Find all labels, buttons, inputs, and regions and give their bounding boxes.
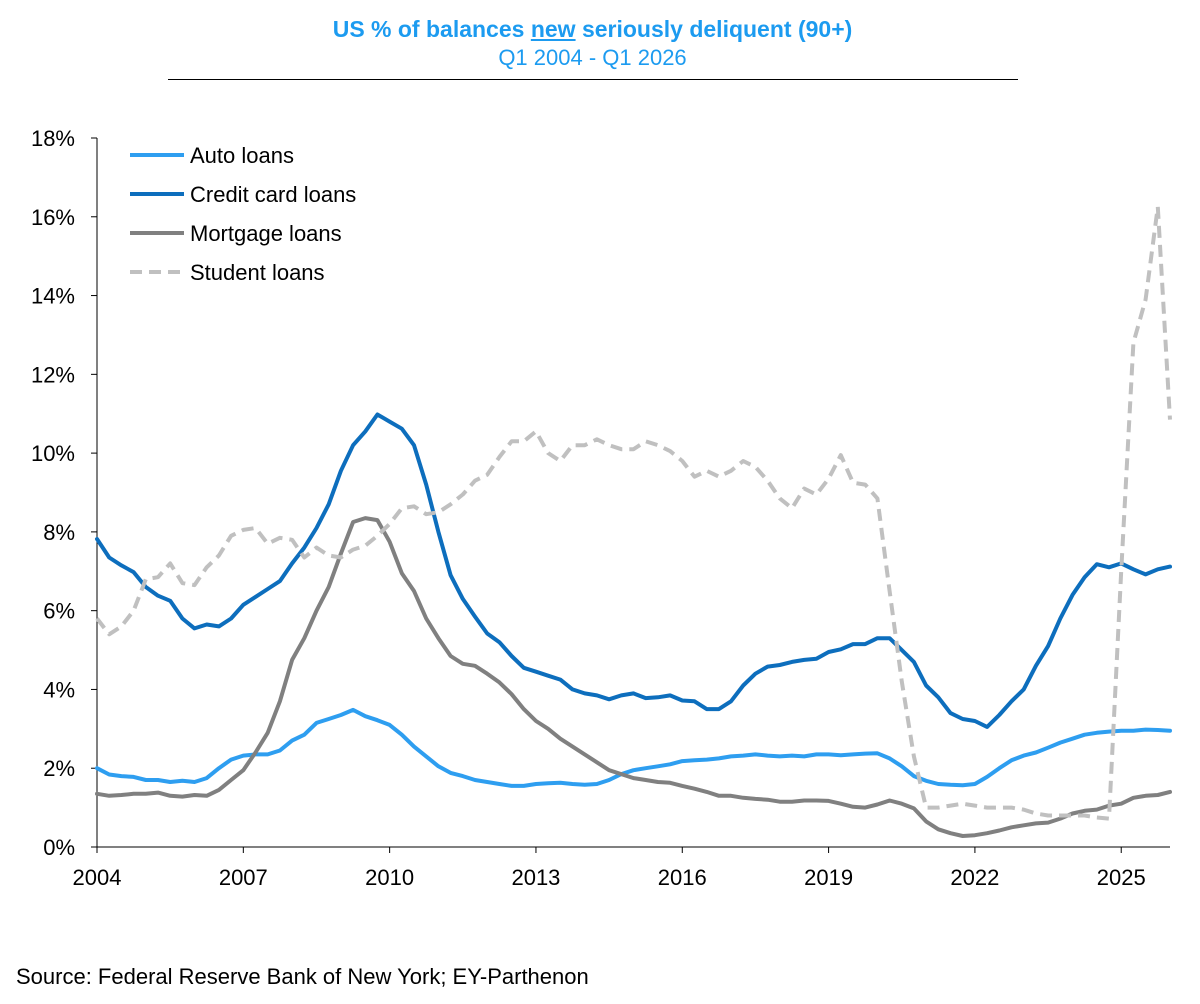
y-tick-label: 16% xyxy=(31,205,75,230)
y-tick-label: 8% xyxy=(43,520,75,545)
y-tick-label: 10% xyxy=(31,441,75,466)
x-tick-label: 2019 xyxy=(804,865,853,890)
title-suffix: seriously deliquent (90+) xyxy=(575,16,853,42)
y-tick-label: 0% xyxy=(43,835,75,860)
x-tick-label: 2016 xyxy=(658,865,707,890)
y-tick-label: 14% xyxy=(31,284,75,309)
chart-title: US % of balances new seriously deliquent… xyxy=(0,14,1185,44)
series-line-credit-card-loans xyxy=(95,412,1172,729)
x-tick-label: 2010 xyxy=(365,865,414,890)
x-tick-label: 2013 xyxy=(511,865,560,890)
x-tick-label: 2007 xyxy=(219,865,268,890)
source-note: Source: Federal Reserve Bank of New York… xyxy=(16,964,589,989)
legend-label-mortgage-loans: Mortgage loans xyxy=(190,221,342,246)
y-tick-label: 4% xyxy=(43,677,75,702)
x-tick-label: 2025 xyxy=(1097,865,1146,890)
title-emphasis: new xyxy=(530,16,576,42)
y-tick-label: 2% xyxy=(43,756,75,781)
x-tick-label: 2004 xyxy=(73,865,122,890)
y-tick-label: 6% xyxy=(43,599,75,624)
title-prefix: US % of balances xyxy=(332,16,531,42)
chart-subtitle: Q1 2004 - Q1 2026 xyxy=(498,45,687,70)
legend-label-student-loans: Student loans xyxy=(190,260,325,285)
series-line-mortgage-loans xyxy=(95,516,1172,838)
x-tick-label: 2022 xyxy=(950,865,999,890)
legend-label-auto-loans: Auto loans xyxy=(190,143,294,168)
series-line-student-loans xyxy=(95,204,1172,821)
chart-title-block: US % of balances new seriously deliquent… xyxy=(0,14,1185,72)
legend-label-credit-card-loans: Credit card loans xyxy=(190,182,356,207)
line-chart: 0% 2% 4% 6% 8% 10% 12% 14% 16% 18% 2004 2007 2010 201… xyxy=(31,126,1172,890)
title-divider xyxy=(168,79,1018,80)
series-line-auto-loans xyxy=(95,707,1172,788)
y-tick-label: 18% xyxy=(31,126,75,151)
y-tick-label: 12% xyxy=(31,362,75,387)
